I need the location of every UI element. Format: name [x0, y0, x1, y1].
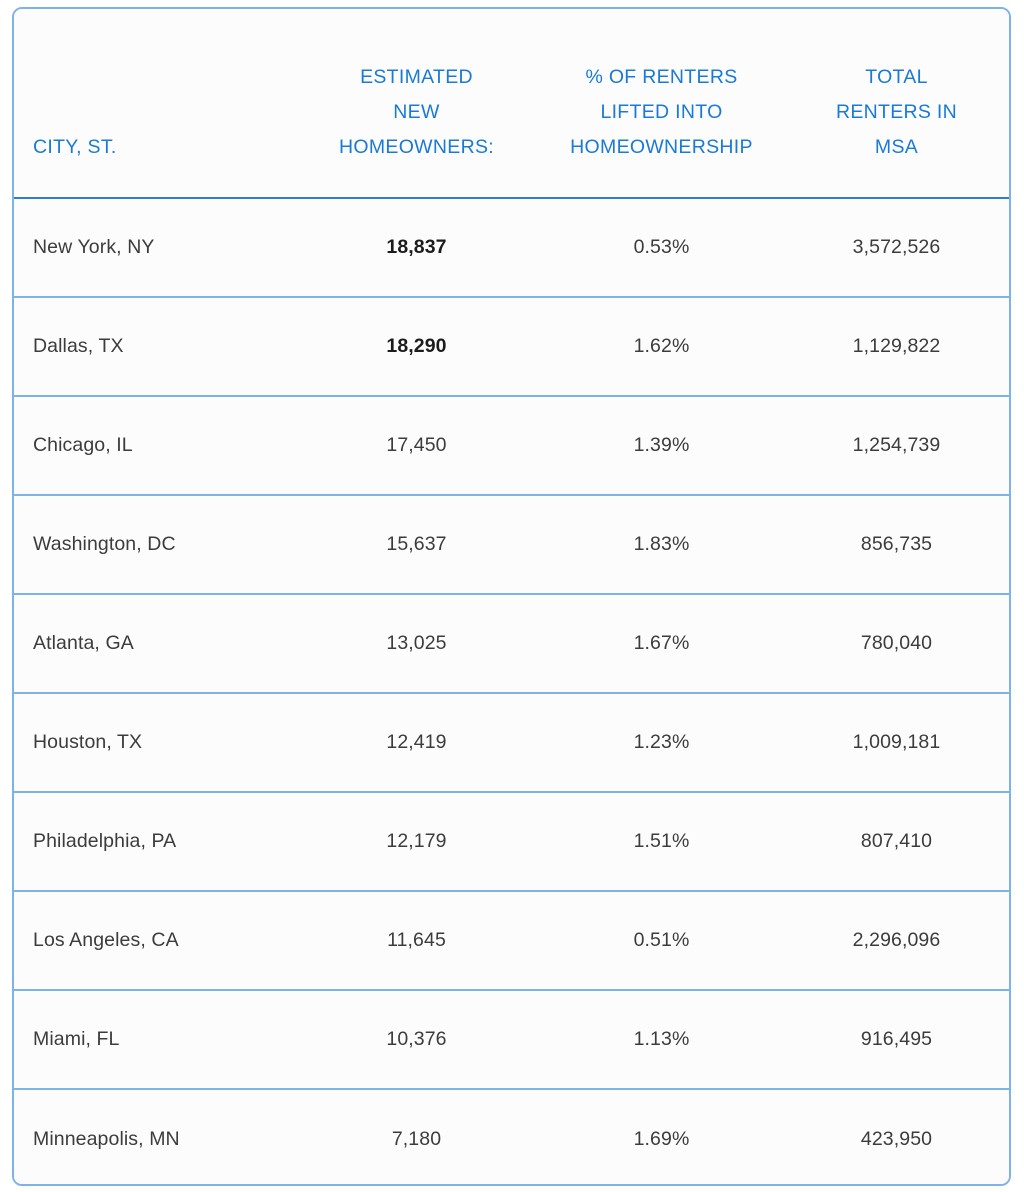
column-header-new-homeowners-text: ESTIMATED NEW HOMEOWNERS: [294, 60, 539, 197]
column-header-pct-lifted-line-1: % OF RENTERS [585, 66, 738, 88]
table-body: New York, NY 18,837 0.53% 3,572,526 Dallas, … [14, 198, 1009, 1184]
column-header-pct-lifted: % OF RENTERS LIFTED INTO HOMEOWNERSHIP [539, 9, 784, 199]
cell-total-renters: 1,009,181 [784, 692, 1009, 792]
cell-new-homeowners: 18,837 [294, 198, 539, 297]
cell-pct-lifted: 1.23% [539, 692, 784, 792]
table-row: Miami, FL 10,376 1.13% 916,495 [14, 989, 1009, 1089]
column-header-pct-lifted-line-2: LIFTED INTO [600, 101, 723, 123]
column-header-total-renters: TOTAL RENTERS IN MSA [784, 9, 1009, 199]
cell-pct-lifted: 1.39% [539, 395, 784, 495]
cell-new-homeowners: 12,419 [294, 692, 539, 792]
table-row: Chicago, IL 17,450 1.39% 1,254,739 [14, 395, 1009, 495]
table-row: Minneapolis, MN 7,180 1.69% 423,950 [14, 1088, 1009, 1184]
cell-total-renters: 916,495 [784, 989, 1009, 1089]
column-header-pct-lifted-line-3: HOMEOWNERSHIP [570, 136, 753, 158]
table-row: Houston, TX 12,419 1.23% 1,009,181 [14, 692, 1009, 792]
cell-new-homeowners: 12,179 [294, 791, 539, 891]
cell-city: Minneapolis, MN [14, 1088, 294, 1184]
cell-city: Chicago, IL [14, 395, 294, 495]
data-table-container: CITY, ST. ESTIMATED NEW HOMEOWNERS: % OF… [12, 7, 1011, 1186]
column-header-new-homeowners-line-2: NEW [393, 101, 440, 123]
cell-total-renters: 2,296,096 [784, 890, 1009, 990]
cell-new-homeowners: 13,025 [294, 593, 539, 693]
cell-new-homeowners: 18,290 [294, 296, 539, 396]
cell-city: Atlanta, GA [14, 593, 294, 693]
column-header-city-text: CITY, ST. [14, 130, 294, 197]
cell-city: Washington, DC [14, 494, 294, 594]
table-row: Philadelphia, PA 12,179 1.51% 807,410 [14, 791, 1009, 891]
cell-city: Houston, TX [14, 692, 294, 792]
cell-pct-lifted: 1.83% [539, 494, 784, 594]
cell-pct-lifted: 0.53% [539, 198, 784, 297]
table-row: New York, NY 18,837 0.53% 3,572,526 [14, 198, 1009, 297]
homeowners-table: CITY, ST. ESTIMATED NEW HOMEOWNERS: % OF… [14, 9, 1009, 1184]
cell-city: Dallas, TX [14, 296, 294, 396]
column-header-new-homeowners-line-1: ESTIMATED [360, 66, 473, 88]
cell-new-homeowners: 11,645 [294, 890, 539, 990]
cell-city: Los Angeles, CA [14, 890, 294, 990]
column-header-total-renters-line-2: RENTERS IN [835, 101, 958, 123]
cell-city: Philadelphia, PA [14, 791, 294, 891]
table-header: CITY, ST. ESTIMATED NEW HOMEOWNERS: % OF… [14, 9, 1009, 199]
cell-pct-lifted: 0.51% [539, 890, 784, 990]
cell-city: New York, NY [14, 198, 294, 297]
cell-pct-lifted: 1.67% [539, 593, 784, 693]
cell-total-renters: 1,129,822 [784, 296, 1009, 396]
cell-pct-lifted: 1.69% [539, 1088, 784, 1184]
table-row: Atlanta, GA 13,025 1.67% 780,040 [14, 593, 1009, 693]
table-header-row: CITY, ST. ESTIMATED NEW HOMEOWNERS: % OF… [14, 9, 1009, 199]
cell-new-homeowners: 17,450 [294, 395, 539, 495]
cell-pct-lifted: 1.62% [539, 296, 784, 396]
table-row: Washington, DC 15,637 1.83% 856,735 [14, 494, 1009, 594]
column-header-city-line-1: CITY, ST. [33, 136, 117, 158]
table-row: Dallas, TX 18,290 1.62% 1,129,822 [14, 296, 1009, 396]
cell-total-renters: 780,040 [784, 593, 1009, 693]
cell-new-homeowners: 10,376 [294, 989, 539, 1089]
column-header-pct-lifted-text: % OF RENTERS LIFTED INTO HOMEOWNERSHIP [539, 60, 784, 197]
table-row: Los Angeles, CA 11,645 0.51% 2,296,096 [14, 890, 1009, 990]
column-header-total-renters-line-3: MSA [874, 136, 919, 158]
cell-new-homeowners: 15,637 [294, 494, 539, 594]
cell-total-renters: 856,735 [784, 494, 1009, 594]
cell-pct-lifted: 1.51% [539, 791, 784, 891]
cell-total-renters: 1,254,739 [784, 395, 1009, 495]
cell-new-homeowners: 7,180 [294, 1088, 539, 1184]
cell-city: Miami, FL [14, 989, 294, 1089]
column-header-total-renters-text: TOTAL RENTERS IN MSA [784, 60, 1009, 197]
cell-total-renters: 807,410 [784, 791, 1009, 891]
column-header-new-homeowners: ESTIMATED NEW HOMEOWNERS: [294, 9, 539, 199]
column-header-new-homeowners-line-3: HOMEOWNERS: [339, 136, 494, 158]
column-header-total-renters-line-1: TOTAL [865, 66, 928, 88]
cell-pct-lifted: 1.13% [539, 989, 784, 1089]
cell-total-renters: 423,950 [784, 1088, 1009, 1184]
column-header-city: CITY, ST. [14, 9, 294, 199]
cell-total-renters: 3,572,526 [784, 198, 1009, 297]
